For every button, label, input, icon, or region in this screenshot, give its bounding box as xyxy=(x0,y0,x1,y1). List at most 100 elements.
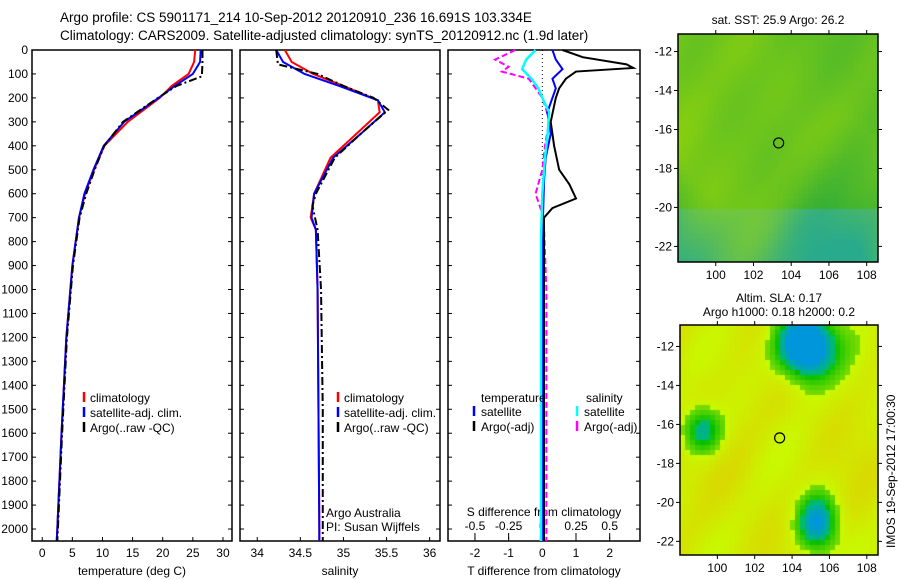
x-tick-label: 20 xyxy=(156,546,170,560)
profile-line-satellite-adj-clim- xyxy=(55,49,202,542)
map-frame xyxy=(677,33,879,263)
s-tick-label: 0.5 xyxy=(601,519,618,533)
t-satellite-line xyxy=(541,49,564,541)
x-tick-label: 5 xyxy=(69,546,76,560)
y-tick-label: 0 xyxy=(21,43,28,57)
lat-tick-label: -22 xyxy=(655,239,673,253)
x-tick-label: 36 xyxy=(423,546,437,560)
legend-title-temperature: temperature xyxy=(481,391,546,405)
lon-tick-label: 100 xyxy=(706,268,726,282)
x-tick-label: 35.5 xyxy=(375,546,399,560)
y-tick-label: 500 xyxy=(8,163,28,177)
legend-label: satellite xyxy=(481,405,522,419)
lat-tick-label: -18 xyxy=(657,456,675,470)
lon-tick-label: 104 xyxy=(781,268,801,282)
lat-tick-label: -20 xyxy=(657,495,675,509)
legend-label: Argo(-adj) xyxy=(481,420,534,434)
s-tick-label: -0.5 xyxy=(465,519,486,533)
s-argo-line xyxy=(492,49,551,541)
y-tick-label: 1200 xyxy=(1,330,28,344)
lat-tick-label: -22 xyxy=(657,534,675,548)
profile-line-argo-raw-qc- xyxy=(56,50,204,542)
lon-tick-label: 102 xyxy=(745,561,765,575)
x-tick-label: 35 xyxy=(337,546,351,560)
profile-line-argo-raw-qc- xyxy=(275,49,390,541)
s-tick-label: -0.25 xyxy=(495,519,523,533)
y-tick-label: 300 xyxy=(8,115,28,129)
legend-label: satellite xyxy=(584,405,625,419)
annotation-argo-australia: Argo Australia xyxy=(326,506,401,520)
argo-location-marker xyxy=(773,137,785,149)
y-tick-label: 100 xyxy=(8,67,28,81)
profile-line-climatology xyxy=(55,49,197,542)
lon-tick-label: 108 xyxy=(857,561,877,575)
x-tick-label: 10 xyxy=(96,546,110,560)
x-axis-label: salinity xyxy=(322,564,359,578)
panel-frame-2 xyxy=(239,49,441,542)
lon-tick-label: 102 xyxy=(743,268,763,282)
y-tick-label: 1300 xyxy=(1,354,28,368)
lon-tick-label: 106 xyxy=(819,268,839,282)
y-tick-label: 1600 xyxy=(1,426,28,440)
lon-tick-label: 104 xyxy=(782,561,802,575)
annotation-pi: PI: Susan Wijffels xyxy=(326,520,420,534)
legend-label: climatology xyxy=(90,391,150,405)
x-tick-label: 25 xyxy=(186,546,200,560)
y-tick-label: 1900 xyxy=(1,498,28,512)
lat-tick-label: -20 xyxy=(655,200,673,214)
legend-label: Argo(..raw -QC) xyxy=(90,421,175,435)
y-tick-label: 400 xyxy=(8,139,28,153)
x-tick-label: 34.5 xyxy=(289,546,313,560)
lon-tick-label: 108 xyxy=(857,268,877,282)
panel-frame-1 xyxy=(31,49,233,542)
x-axis-label: T difference from climatology xyxy=(467,564,621,578)
lon-tick-label: 106 xyxy=(819,561,839,575)
sla-map xyxy=(680,325,878,555)
x-tick-label: 15 xyxy=(126,546,140,560)
x-tick-label: 30 xyxy=(216,546,230,560)
legend-label: climatology xyxy=(344,391,404,405)
y-tick-label: 800 xyxy=(8,235,28,249)
s-tick-label: 0.25 xyxy=(564,519,588,533)
argo-location-marker xyxy=(774,432,786,444)
y-tick-label: 600 xyxy=(8,187,28,201)
y-tick-label: 1500 xyxy=(1,402,28,416)
x-axis-label: temperature (deg C) xyxy=(78,564,186,578)
y-tick-label: 1700 xyxy=(1,450,28,464)
x-tick-label: -2 xyxy=(470,546,481,560)
profile-line-climatology xyxy=(283,49,381,541)
x-tick-label: 0 xyxy=(539,546,546,560)
legend-title-salinity: salinity xyxy=(586,391,623,405)
x-tick-label: 2 xyxy=(606,546,613,560)
map-frame xyxy=(679,324,879,556)
lat-tick-label: -16 xyxy=(657,417,675,431)
title-line-1: Argo profile: CS 5901171_214 10-Sep-2012… xyxy=(60,10,532,25)
x-tick-label: 34 xyxy=(251,546,265,560)
y-tick-label: 1100 xyxy=(2,306,28,320)
y-tick-label: 200 xyxy=(8,91,28,105)
profile-line-satellite-adj-clim- xyxy=(275,49,387,541)
lat-tick-label: -18 xyxy=(655,161,673,175)
y-tick-label: 1400 xyxy=(1,378,28,392)
lat-tick-label: -14 xyxy=(655,84,673,98)
lat-tick-label: -12 xyxy=(655,45,673,59)
legend-label: Argo(..raw -QC) xyxy=(344,421,429,435)
map-title: sat. SST: 25.9 Argo: 26.2 xyxy=(712,13,845,27)
y-tick-label: 900 xyxy=(8,259,28,273)
y-tick-label: 1800 xyxy=(1,474,28,488)
legend-label: satellite-adj. clim. xyxy=(344,406,436,420)
x-tick-label: -1 xyxy=(503,546,514,560)
lat-tick-label: -14 xyxy=(657,378,675,392)
s-satellite-line xyxy=(520,49,551,541)
legend-label: satellite-adj. clim. xyxy=(90,406,182,420)
lat-tick-label: -16 xyxy=(655,122,673,136)
map-title: Argo h1000: 0.18 h2000: 0.2 xyxy=(703,305,855,319)
y-tick-label: 1000 xyxy=(1,283,28,297)
y-tick-label: 700 xyxy=(8,211,28,225)
x-tick-label: 1 xyxy=(573,546,580,560)
t-argo-line xyxy=(543,49,637,541)
lon-tick-label: 100 xyxy=(707,561,727,575)
lat-tick-label: -12 xyxy=(657,339,675,353)
